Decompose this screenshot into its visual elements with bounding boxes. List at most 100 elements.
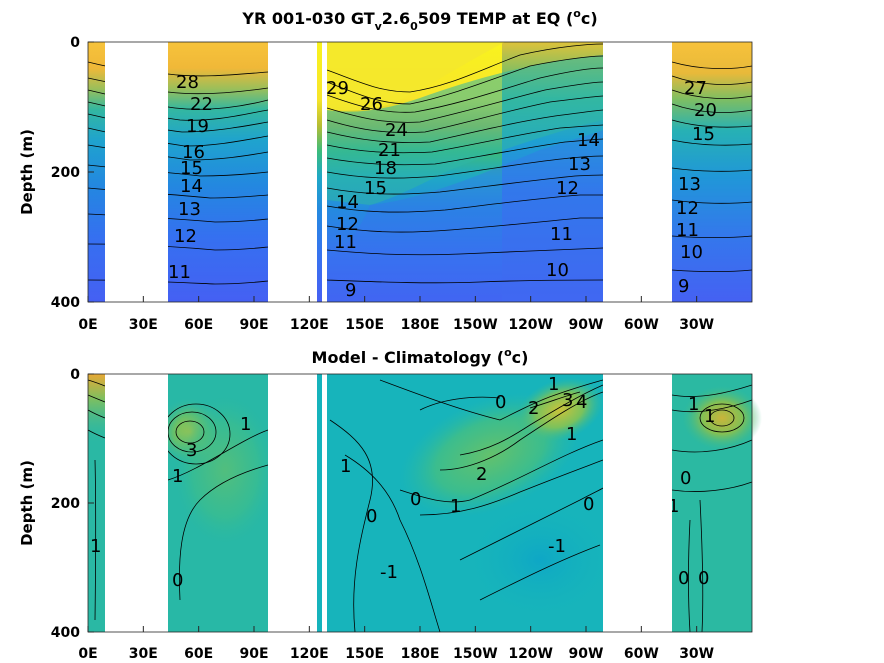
contour-label: 28 — [176, 72, 199, 93]
contour-label: 0 — [678, 568, 689, 589]
x-tick-label: 30E — [129, 317, 158, 333]
contour-label: 14 — [336, 192, 359, 213]
bottom-indian-broad-warm — [170, 390, 280, 550]
contour-label: 15 — [180, 158, 203, 179]
contour-label: -1 — [548, 536, 566, 557]
contour-label: 13 — [568, 154, 591, 175]
top-plot-area: 28 22 19 16 15 14 13 12 11 29 26 24 21 1… — [87, 42, 753, 302]
contour-label: 12 — [676, 198, 699, 219]
land-mask — [105, 42, 168, 302]
contour-label: 27 — [684, 78, 707, 99]
contour-label: 0 — [495, 392, 506, 413]
x-tick-label: 150E — [345, 646, 384, 662]
x-tick-label: 120W — [508, 646, 553, 662]
y-tick-label: 400 — [51, 625, 80, 641]
contour-label: 26 — [360, 94, 383, 115]
x-tick-label: 120W — [508, 317, 553, 333]
contour-label: 4 — [576, 392, 587, 413]
bottom-plot-area: 3 1 1 0 1 3 0 1 0 -1 0 1 2 0 2 1 3 4 1 0 — [87, 374, 762, 633]
x-tick-label: 180E — [401, 646, 440, 662]
contour-label: 0 — [680, 468, 691, 489]
contour-label: 14 — [180, 176, 203, 197]
contour-label: 15 — [692, 124, 715, 145]
contour-label: 11 — [168, 262, 191, 283]
contour-label: 9 — [345, 280, 356, 301]
top-x-axis: 0E 30E 60E 90E 120E 150E 180E 150W 120W 90W 60W 30W — [78, 296, 714, 333]
contour-label: 19 — [186, 116, 209, 137]
top-pacific-west-field — [317, 42, 322, 302]
x-tick-label: 150E — [345, 317, 384, 333]
contour-label: 0 — [172, 570, 183, 591]
contour-label: 1 — [90, 536, 101, 557]
y-axis-label: Depth (m) — [18, 460, 36, 546]
contour-label: 3 — [562, 390, 573, 411]
contour-label: 29 — [326, 78, 349, 99]
x-tick-label: 90W — [569, 646, 604, 662]
land-mask — [322, 374, 327, 632]
top-panel: YR 001-030 GTv2.60509 TEMP at EQ (oc) — [18, 7, 753, 333]
x-tick-label: 60W — [624, 646, 659, 662]
top-atlantic-field — [672, 42, 752, 302]
y-tick-label: 200 — [51, 165, 80, 181]
contour-label: 11 — [334, 232, 357, 253]
x-tick-label: 60W — [624, 317, 659, 333]
contour-label: 2 — [528, 398, 539, 419]
y-tick-label: 200 — [51, 496, 80, 512]
contour-label: 21 — [378, 140, 401, 161]
contour-label: 0 — [583, 494, 594, 515]
y-axis-label: Depth (m) — [18, 129, 36, 215]
top-pacific-warm-pool-tongue — [327, 42, 505, 111]
contour-label: 3 — [186, 440, 197, 461]
bottom-indian-surface-anomaly — [88, 374, 105, 444]
contour-label: 1 — [688, 394, 699, 415]
contour-label: 1 — [548, 374, 559, 395]
land-mask — [268, 374, 317, 632]
land-mask — [105, 374, 168, 632]
contour-label: 10 — [546, 260, 569, 281]
x-tick-label: 90W — [569, 317, 604, 333]
contour-label: 16 — [182, 142, 205, 163]
contour-label: 14 — [577, 130, 600, 151]
x-tick-label: 90E — [239, 317, 268, 333]
contour-label: 15 — [364, 178, 387, 199]
x-tick-label: 30W — [679, 317, 714, 333]
x-tick-label: 180E — [401, 317, 440, 333]
contour-label: 1 — [450, 496, 461, 517]
x-tick-label: 90E — [239, 646, 268, 662]
contour-label: 2 — [476, 464, 487, 485]
top-y-axis: 0 200 400 Depth (m) — [18, 35, 94, 311]
contour-label: 1 — [668, 496, 679, 517]
contour-label: 11 — [550, 224, 573, 245]
top-indian-ocean-field — [168, 42, 268, 302]
contour-label: 1 — [704, 406, 715, 427]
top-land-gaps — [105, 42, 672, 302]
contour-label: 12 — [174, 226, 197, 247]
land-mask — [322, 42, 327, 302]
bottom-pacific-cold-anomaly — [470, 505, 610, 615]
contour-label: 12 — [556, 178, 579, 199]
contour-label: 1 — [172, 466, 183, 487]
top-contour-labels: 28 22 19 16 15 14 13 12 11 29 26 24 21 1… — [168, 72, 717, 301]
x-tick-label: 30E — [129, 646, 158, 662]
bottom-land-gaps — [105, 374, 672, 632]
x-tick-label: 60E — [184, 646, 213, 662]
contour-label: 0 — [410, 489, 421, 510]
x-tick-label: 0E — [78, 317, 97, 333]
bottom-x-axis: 0E 30E 60E 90E 120E 150E 180E 150W 120W 90W 60W 30W — [78, 626, 714, 662]
top-pacific-cold-tongue — [327, 130, 603, 302]
bottom-y-axis: 0 200 400 Depth (m) — [18, 367, 94, 641]
top-panel-title: YR 001-030 GTv2.60509 TEMP at EQ (oc) — [241, 7, 597, 33]
y-tick-label: 0 — [70, 35, 80, 51]
x-tick-label: 120E — [290, 646, 329, 662]
bottom-atlantic-hot — [682, 386, 762, 450]
x-tick-label: 30W — [679, 646, 714, 662]
contour-label: 1 — [240, 414, 251, 435]
contour-label: 13 — [178, 199, 201, 220]
y-tick-label: 0 — [70, 367, 80, 383]
contour-label: 22 — [190, 94, 213, 115]
contour-label: 1 — [566, 424, 577, 445]
contour-label: 0 — [698, 568, 709, 589]
contour-label: 20 — [694, 100, 717, 121]
bottom-contour-labels: 3 1 1 0 1 3 0 1 0 -1 0 1 2 0 2 1 3 4 1 0 — [90, 374, 715, 591]
